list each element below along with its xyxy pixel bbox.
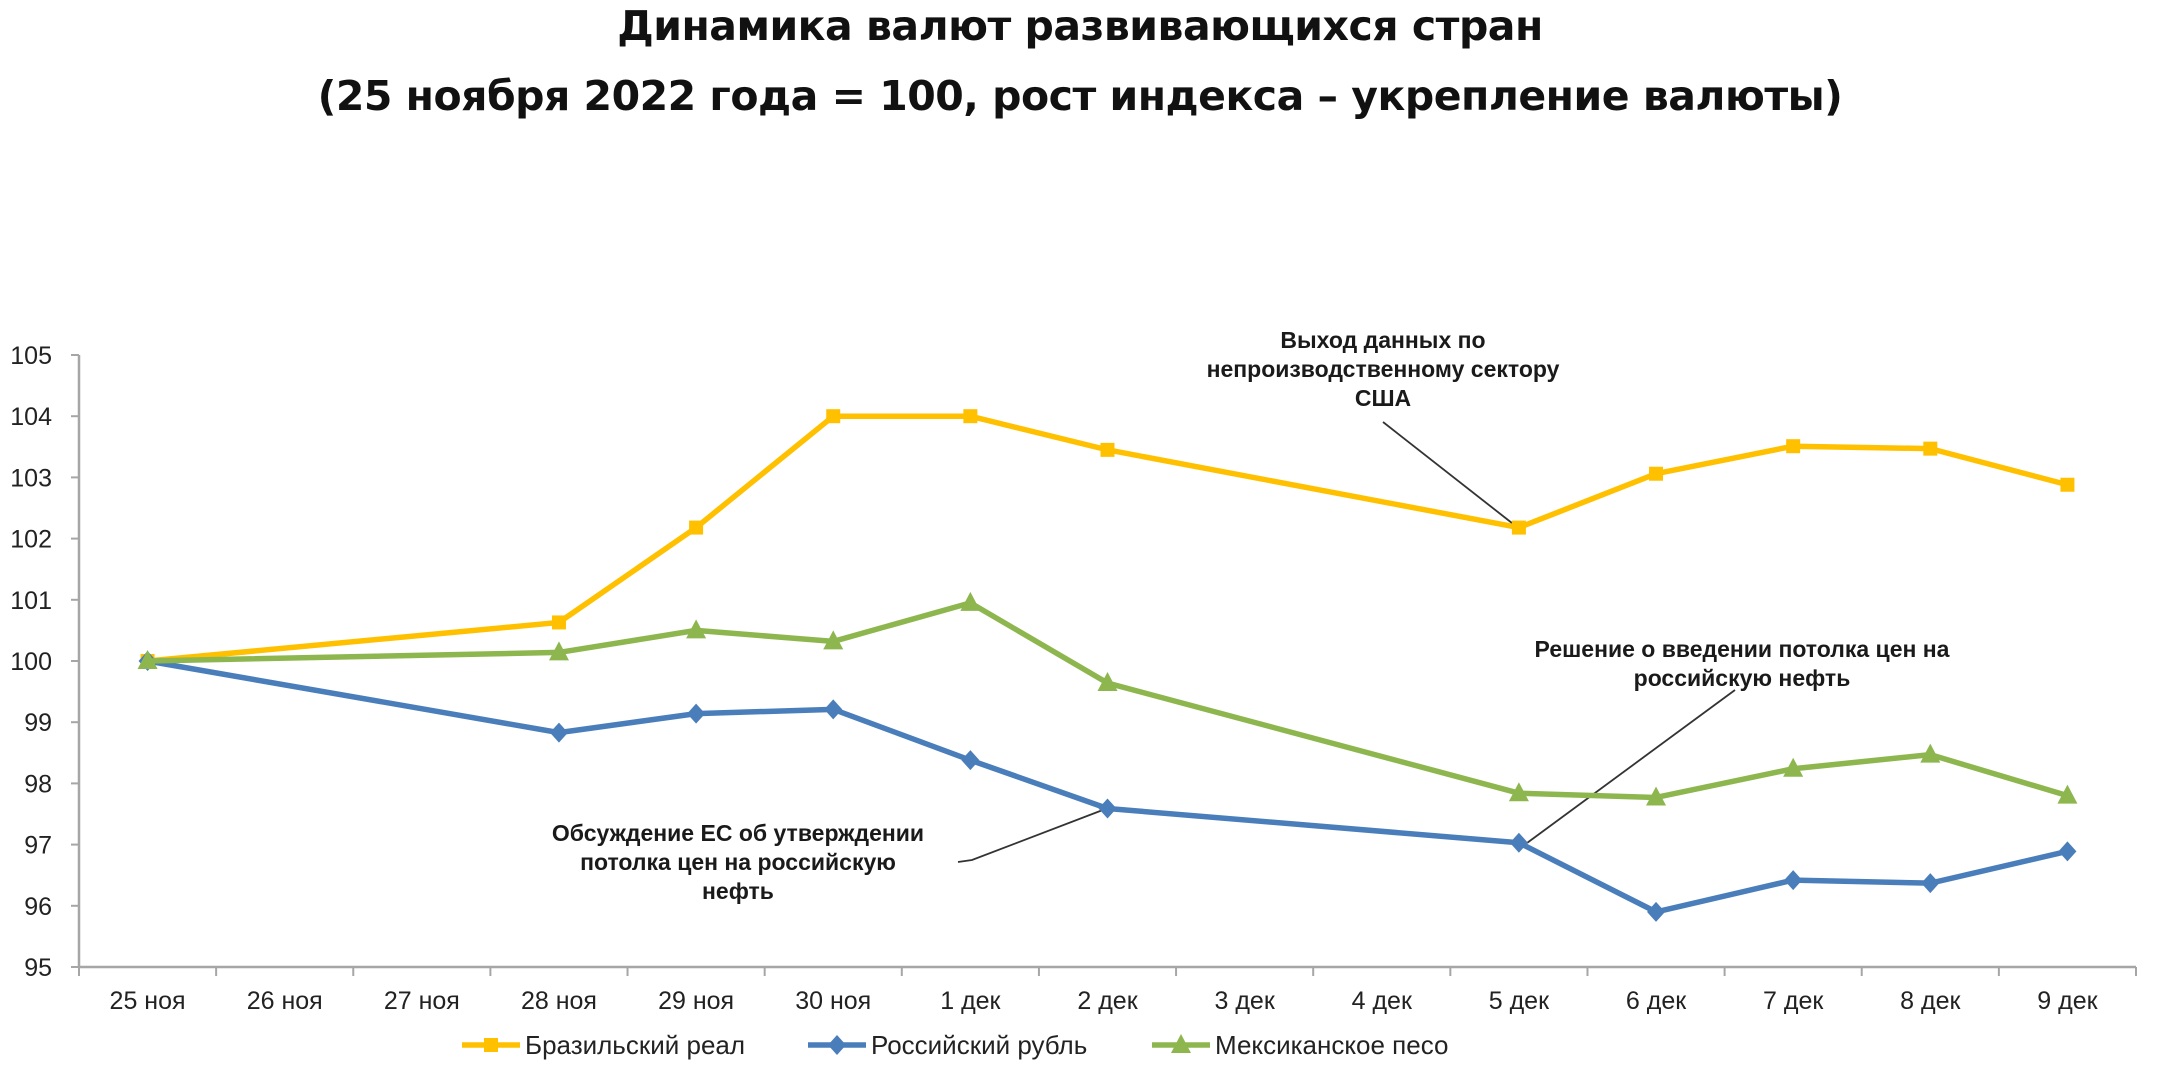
x-tick-label: 2 дек	[1077, 987, 1138, 1015]
chart-subtitle: (25 ноября 2022 года = 100, рост индекса…	[317, 72, 1843, 120]
y-tick-label: 99	[24, 709, 52, 737]
annotation: Выход данных по непроизводственному секто…	[1207, 327, 1560, 528]
x-tick-label: 30 ноя	[795, 987, 871, 1015]
annotation: Обсуждение ЕС об утверждении потолка цен …	[552, 807, 1109, 904]
svg-text:США: США	[1355, 385, 1411, 411]
legend-label: Бразильский реал	[525, 1030, 745, 1060]
x-tick-label: 5 дек	[1489, 987, 1550, 1015]
x-tick-label: 4 дек	[1352, 987, 1413, 1015]
annotation-leader-line	[1382, 421, 1518, 528]
y-tick-label: 97	[24, 832, 52, 860]
annotation-leader-line	[957, 807, 1109, 863]
x-tick-label: 9 дек	[2037, 987, 2098, 1015]
y-tick-label: 95	[24, 954, 52, 982]
chart-title: Динамика валют развивающихся стран	[617, 2, 1543, 50]
x-tick-label: 27 ноя	[384, 987, 460, 1015]
series-mxn	[137, 591, 2078, 806]
svg-text:нефть: нефть	[702, 878, 774, 904]
x-tick-label: 1 дек	[940, 987, 1001, 1015]
y-tick-label: 105	[10, 342, 52, 370]
legend-item: Мексиканское песо	[1152, 1030, 1448, 1060]
annotation-leader-line	[1526, 689, 1736, 844]
y-tick-label: 102	[10, 526, 52, 554]
legend-item: Бразильский реал	[462, 1030, 745, 1060]
series-brl	[140, 409, 2075, 668]
series-rub	[138, 651, 2077, 922]
y-tick-label: 100	[10, 648, 52, 676]
x-tick-label: 6 дек	[1626, 987, 1687, 1015]
svg-text:потолка цен на российскую: потолка цен на российскую	[580, 849, 896, 875]
x-tick-label: 28 ноя	[521, 987, 597, 1015]
chart-legend: Бразильский реал Российский рубль Мексикан…	[462, 1030, 1448, 1060]
series-line	[144, 658, 2071, 915]
svg-text:российскую нефть: российскую нефть	[1634, 665, 1851, 691]
y-tick-label: 101	[10, 587, 52, 615]
annotation: Решение о введении потолка цен на российс…	[1526, 636, 1950, 844]
chart-axes: 95 96 97 98 99 100 101 102 103 104 105 25 ноя 26 ноя…	[10, 342, 2137, 1015]
y-tick-label: 104	[10, 403, 52, 431]
x-tick-label: 29 ноя	[658, 987, 734, 1015]
chart-series	[137, 409, 2078, 922]
svg-text:непроизводственному сектору: непроизводственному сектору	[1207, 356, 1560, 382]
y-tick-label: 103	[10, 464, 52, 492]
chart-annotations: Выход данных по непроизводственному секто…	[552, 327, 1950, 904]
svg-text:Решение о введении потолка цен: Решение о введении потолка цен на	[1535, 636, 1950, 662]
y-tick-label: 96	[24, 893, 52, 921]
legend-item: Российский рубль	[808, 1030, 1087, 1060]
x-tick-label: 3 дек	[1214, 987, 1275, 1015]
x-tick-label: 8 дек	[1900, 987, 1961, 1015]
y-tick-label: 98	[24, 770, 52, 798]
svg-text:Обсуждение ЕС об утверждении: Обсуждение ЕС об утверждении	[552, 820, 924, 846]
x-tick-label: 26 ноя	[247, 987, 323, 1015]
legend-label: Мексиканское песо	[1215, 1030, 1448, 1060]
x-tick-label: 25 ноя	[110, 987, 186, 1015]
svg-text:Выход данных по: Выход данных по	[1280, 327, 1485, 353]
x-tick-label: 7 дек	[1763, 987, 1824, 1015]
legend-label: Российский рубль	[871, 1030, 1087, 1060]
